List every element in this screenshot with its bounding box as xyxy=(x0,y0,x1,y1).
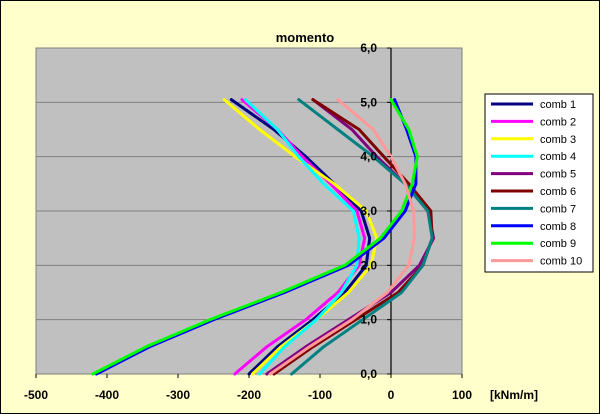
legend-label: comb 4 xyxy=(540,151,576,163)
legend-label: comb 6 xyxy=(540,186,576,198)
y-tick-label: 5,0 xyxy=(360,95,377,109)
legend-label: comb 8 xyxy=(540,221,576,233)
series-line xyxy=(233,98,367,376)
y-tick-label: 3,0 xyxy=(360,204,377,218)
series-line xyxy=(91,98,419,376)
x-tick-label: 0 xyxy=(388,388,395,402)
x-axis-label: [kNm/m] xyxy=(490,388,538,402)
y-tick-label: 6,0 xyxy=(360,41,377,55)
legend-label: comb 7 xyxy=(540,203,576,215)
x-tick-label: -100 xyxy=(308,388,332,402)
y-tick-label: 4,0 xyxy=(360,150,377,164)
series-line xyxy=(290,98,434,376)
x-tick-labels: -500 -400 -300 -200 -100 0 100 xyxy=(24,374,472,402)
x-tick-label: -200 xyxy=(237,388,261,402)
y-tick-label: 1,0 xyxy=(360,313,377,327)
y-tick-labels: 0,0 1,0 2,0 3,0 4,0 5,0 6,0 xyxy=(360,41,391,381)
series-line xyxy=(268,98,416,376)
x-tick-label: -500 xyxy=(24,388,48,402)
legend-label: comb 3 xyxy=(540,134,576,146)
legend-label: comb 1 xyxy=(540,99,576,111)
legend: comb 1 comb 2 comb 3 comb 4 comb 5 comb 6 comb… xyxy=(484,93,594,273)
chart-title: momento xyxy=(276,30,335,45)
legend-label: comb 10 xyxy=(540,256,582,268)
series-lines xyxy=(91,98,436,376)
legend-label: comb 5 xyxy=(540,169,576,181)
y-tick-label: 2,0 xyxy=(360,258,377,272)
y-tick-label: 0,0 xyxy=(360,367,377,381)
series-line xyxy=(243,98,361,376)
legend-label: comb 2 xyxy=(540,116,576,128)
x-tick-label: -400 xyxy=(95,388,119,402)
x-tick-label: -300 xyxy=(166,388,190,402)
x-tick-label: 100 xyxy=(452,388,472,402)
legend-label: comb 9 xyxy=(540,238,576,250)
